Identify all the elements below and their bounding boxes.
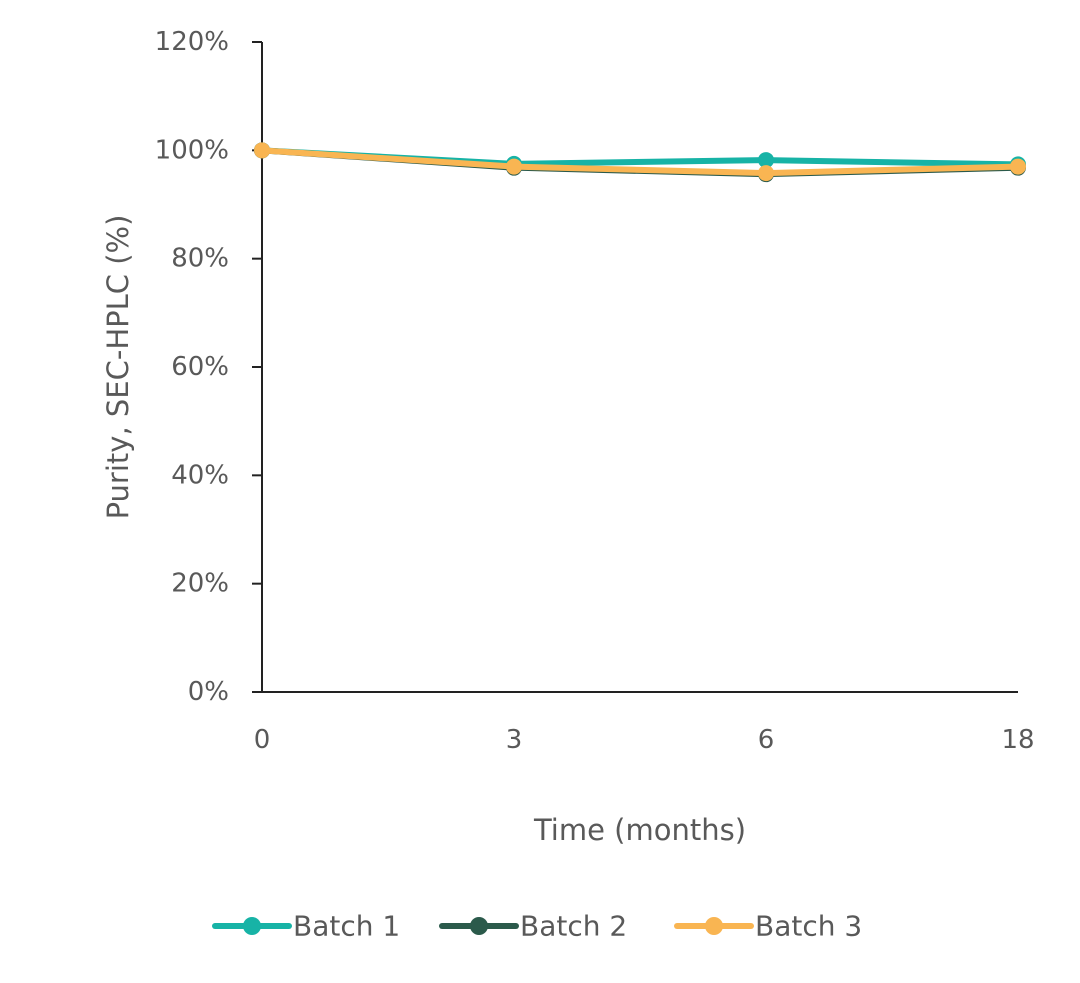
legend-item: Batch 2 <box>439 910 627 943</box>
y-tick-label: 20% <box>171 569 229 599</box>
series-line <box>259 147 1021 177</box>
y-tick-label: 100% <box>155 135 229 165</box>
series-3 <box>254 142 1026 182</box>
x-tick-label: 18 <box>1001 725 1034 755</box>
x-tick-label: 3 <box>506 725 523 755</box>
legend-label: Batch 2 <box>520 910 627 943</box>
x-axis: 0 3 6 18 <box>254 691 1035 755</box>
legend-label: Batch 1 <box>293 910 400 943</box>
legend-item: Batch 3 <box>674 910 862 943</box>
legend-swatch-marker <box>705 917 723 935</box>
data-point <box>506 158 522 175</box>
legend-swatch-marker <box>470 917 488 935</box>
y-tick-label: 80% <box>171 244 229 274</box>
y-axis-title: Purity, SEC-HPLC (%) <box>101 215 135 520</box>
y-tick-label: 120% <box>155 27 229 57</box>
plot-area <box>254 142 1026 183</box>
x-axis-title: Time (months) <box>533 813 746 847</box>
legend: Batch 1 Batch 2 Batch 3 <box>212 910 862 943</box>
x-tick-label: 0 <box>254 725 271 755</box>
legend-swatch-marker <box>243 917 261 935</box>
legend-item: Batch 1 <box>212 910 400 943</box>
data-point <box>758 165 774 182</box>
data-point <box>1010 158 1026 175</box>
data-point <box>254 142 270 159</box>
x-tick-label: 6 <box>758 725 775 755</box>
data-point <box>758 152 774 169</box>
y-tick-label: 0% <box>188 677 229 707</box>
y-tick-label: 60% <box>171 352 229 382</box>
y-axis: 0% 20% 40% 60% 80% 100% 120% <box>155 27 263 707</box>
legend-label: Batch 3 <box>755 910 862 943</box>
y-tick-label: 40% <box>171 460 229 490</box>
